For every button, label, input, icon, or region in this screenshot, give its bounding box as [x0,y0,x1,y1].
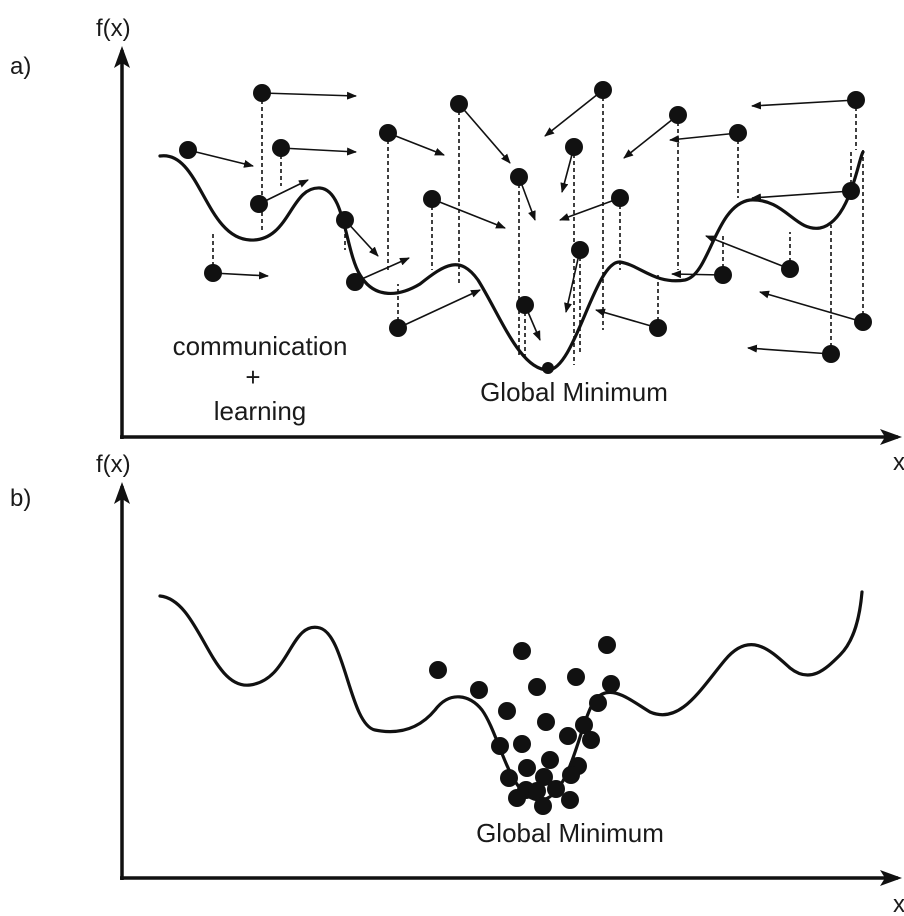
particle [379,124,397,142]
particle [535,768,553,786]
particle [575,716,593,734]
velocity-arrow [759,290,864,323]
panel-b-particles [429,636,620,815]
velocity-arrow [458,103,511,164]
particle [534,797,552,815]
particle [589,694,607,712]
particle [498,702,516,720]
particle [669,106,687,124]
panel-a-x-axis-label: x [893,449,904,476]
particle [611,189,629,207]
particle [450,95,468,113]
particle [179,141,197,159]
particle [346,273,364,291]
panel-a-particles [179,81,872,374]
particle [537,713,555,731]
particle [714,266,732,284]
particle [336,211,354,229]
velocity-arrow [595,308,659,329]
particle [528,782,546,800]
velocity-arrow [705,235,791,270]
panel-a-letter: a) [10,53,31,80]
particle [541,751,559,769]
velocity-arrow [751,190,852,202]
velocity-arrow [544,89,604,137]
velocity-arrow [431,198,506,229]
particle [547,780,565,798]
particle [513,642,531,660]
particle [491,737,509,755]
particle [429,661,447,679]
particle [598,636,616,654]
particle [729,124,747,142]
particle [253,84,271,102]
panel-b: b) f(x) x Global Minimum [10,451,904,916]
particle [470,681,488,699]
particle [423,190,441,208]
velocity-arrow [751,99,857,110]
velocity-arrow [261,91,357,100]
particle [565,138,583,156]
panel-b-y-axis-label: f(x) [96,451,131,478]
global-minimum-marker [542,362,554,374]
particle [389,319,407,337]
note-line-1: communication [173,331,348,361]
velocity-arrow [623,114,679,159]
particle [571,241,589,259]
panel-b-x-axis-label: x [893,891,904,916]
particle [518,759,536,777]
particle [781,260,799,278]
velocity-arrow [564,249,581,313]
particle [508,789,526,807]
particle [594,81,612,99]
particle [516,296,534,314]
particle [602,675,620,693]
velocity-arrow [212,271,269,280]
note-line-2: + [245,362,260,392]
particle [510,168,528,186]
particle [528,678,546,696]
panel-a-drop-lines [212,90,864,365]
panel-a-global-minimum-label: Global Minimum [480,377,668,407]
velocity-arrow [387,132,445,156]
velocity-arrow [354,257,410,283]
panel-b-global-minimum-label: Global Minimum [476,818,664,848]
panel-b-fitness-landscape [158,590,864,802]
velocity-arrow [669,132,739,144]
particle [250,195,268,213]
panel-a-y-axis-label: f(x) [96,15,131,42]
note-line-3: learning [214,396,307,426]
velocity-arrow [397,289,481,329]
velocity-arrow [559,197,621,221]
particle [500,769,518,787]
particle [854,313,872,331]
particle [204,264,222,282]
velocity-arrow [280,147,357,156]
particle [649,319,667,337]
velocity-arrow [187,149,254,168]
particle [559,727,577,745]
panel-b-letter: b) [10,485,31,512]
particle [842,182,860,200]
particle [562,766,580,784]
particle [513,735,531,753]
particle [567,668,585,686]
velocity-arrow [747,344,832,355]
particle [822,345,840,363]
panel-a-fitness-landscape [158,150,865,372]
particle [561,791,579,809]
particle [847,91,865,109]
panel-a: a) f(x) x communication + learning Globa… [10,15,904,476]
particle [272,139,290,157]
velocity-arrow [258,179,309,205]
particle [582,731,600,749]
